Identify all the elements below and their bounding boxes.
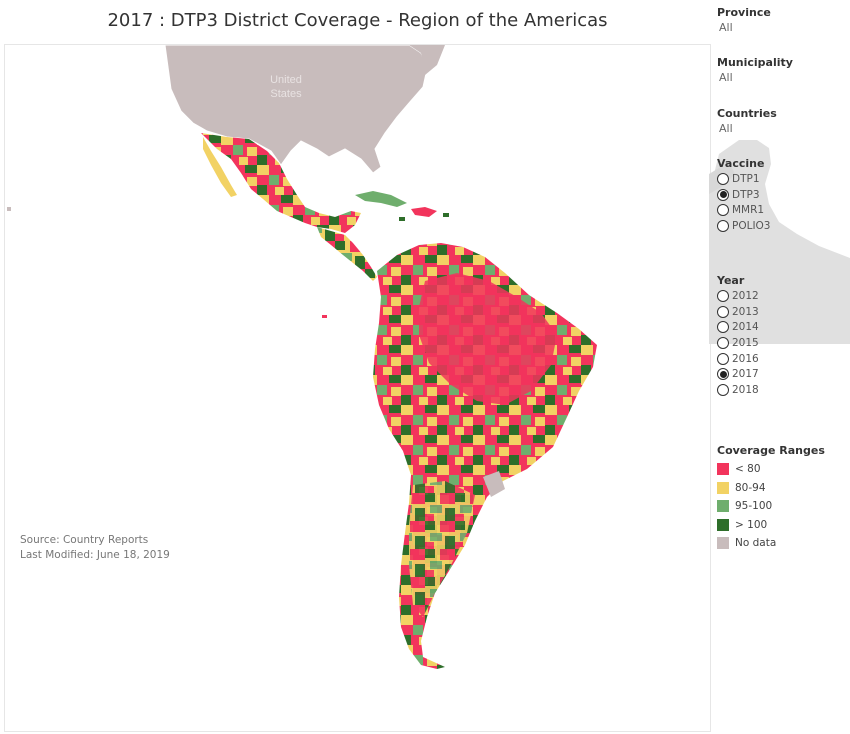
legend-swatch — [717, 500, 729, 513]
radio-label: 2018 — [732, 383, 759, 396]
source-note: Source: Country Reports Last Modified: J… — [20, 533, 170, 563]
map-canvas[interactable]: United States — [5, 45, 710, 731]
radio-selected-icon — [717, 368, 729, 381]
vaccine-label: Vaccine — [717, 157, 765, 170]
legend-label: No data — [735, 537, 777, 550]
united-states-landmass[interactable] — [164, 45, 428, 174]
legend-title: Coverage Ranges — [717, 444, 825, 457]
vaccine-option-dtp3[interactable]: DTP3 — [717, 187, 847, 203]
coverage-legend: Coverage Ranges < 80 80-94 95-100 > 100 … — [717, 444, 847, 553]
united-states-label: United — [270, 74, 302, 86]
legend-swatch — [717, 537, 729, 550]
year-option-2015[interactable]: 2015 — [717, 335, 847, 351]
radio-icon — [717, 383, 729, 396]
radio-icon — [717, 352, 729, 365]
radio-label: 2015 — [732, 336, 759, 349]
radio-icon — [717, 305, 729, 318]
year-option-2017[interactable]: 2017 — [717, 366, 847, 382]
northeast-landmass[interactable] — [409, 45, 445, 75]
year-option-2013[interactable]: 2013 — [717, 304, 847, 320]
radio-label: 2012 — [732, 289, 759, 302]
radio-icon — [717, 219, 729, 232]
legend-item-80-94[interactable]: 80-94 — [717, 479, 847, 498]
filter-municipality-label: Municipality — [717, 56, 793, 69]
legend-item-above-100[interactable]: > 100 — [717, 516, 847, 535]
radio-label: POLIO3 — [732, 219, 771, 232]
legend-swatch — [717, 481, 729, 494]
legend-item-95-100[interactable]: 95-100 — [717, 497, 847, 516]
source-line: Source: Country Reports — [20, 534, 149, 546]
radio-label: MMR1 — [732, 204, 765, 217]
filter-municipality[interactable]: Municipality All — [717, 56, 847, 84]
radio-icon — [717, 204, 729, 217]
radio-icon — [717, 289, 729, 302]
radio-label: 2017 — [732, 368, 759, 381]
year-radio-group: Year 2012 2013 2014 2015 2016 2017 2018 — [717, 274, 847, 398]
radio-label: 2016 — [732, 352, 759, 365]
legend-swatch — [717, 518, 729, 531]
year-option-2012[interactable]: 2012 — [717, 288, 847, 304]
radio-icon — [717, 172, 729, 185]
filter-countries-label: Countries — [717, 107, 777, 120]
choropleth-map[interactable]: United States — [4, 44, 711, 732]
year-option-2014[interactable]: 2014 — [717, 319, 847, 335]
southern-cone-region[interactable] — [409, 481, 475, 617]
year-option-2016[interactable]: 2016 — [717, 351, 847, 367]
filter-province-label: Province — [717, 6, 771, 19]
legend-item-no-data[interactable]: No data — [717, 534, 847, 553]
galapagos-marker[interactable] — [322, 315, 327, 318]
legend-label: 80-94 — [735, 481, 766, 494]
vaccine-option-polio3[interactable]: POLIO3 — [717, 218, 847, 234]
vaccine-radio-group: Vaccine DTP1 DTP3 MMR1 POLIO3 — [717, 157, 847, 234]
filter-countries[interactable]: Countries All — [717, 107, 847, 135]
legend-label: < 80 — [735, 463, 761, 476]
radio-icon — [717, 321, 729, 334]
baja-california[interactable] — [203, 137, 237, 197]
vaccine-option-mmr1[interactable]: MMR1 — [717, 202, 847, 218]
filter-countries-value[interactable]: All — [719, 122, 733, 135]
year-option-2018[interactable]: 2018 — [717, 382, 847, 398]
year-label: Year — [717, 274, 745, 287]
hispaniola-region[interactable] — [411, 207, 437, 217]
united-states-label-2: States — [270, 88, 302, 100]
radio-label: DTP1 — [732, 172, 760, 185]
cuba-region[interactable] — [355, 191, 407, 207]
radio-icon — [717, 336, 729, 349]
legend-item-below-80[interactable]: < 80 — [717, 460, 847, 479]
central-america-region[interactable] — [317, 227, 377, 281]
pacific-island-marker[interactable] — [7, 207, 11, 211]
mexico-region[interactable] — [201, 133, 361, 233]
legend-label: 95-100 — [735, 500, 773, 513]
radio-selected-icon — [717, 188, 729, 201]
caribbean-islands[interactable] — [399, 213, 449, 221]
last-modified-line: Last Modified: June 18, 2019 — [20, 549, 170, 561]
radio-label: 2013 — [732, 305, 759, 318]
vaccine-option-dtp1[interactable]: DTP1 — [717, 171, 847, 187]
brazil-amazon-region[interactable] — [419, 273, 557, 405]
filter-municipality-value[interactable]: All — [719, 71, 733, 84]
legend-label: > 100 — [735, 518, 768, 531]
filter-province[interactable]: Province All — [717, 6, 847, 34]
legend-swatch — [717, 463, 729, 476]
no-data-patch[interactable] — [483, 471, 505, 497]
page-title: 2017 : DTP3 District Coverage - Region o… — [107, 10, 608, 31]
radio-label: DTP3 — [732, 188, 760, 201]
filter-province-value[interactable]: All — [719, 21, 733, 34]
radio-label: 2014 — [732, 321, 759, 334]
